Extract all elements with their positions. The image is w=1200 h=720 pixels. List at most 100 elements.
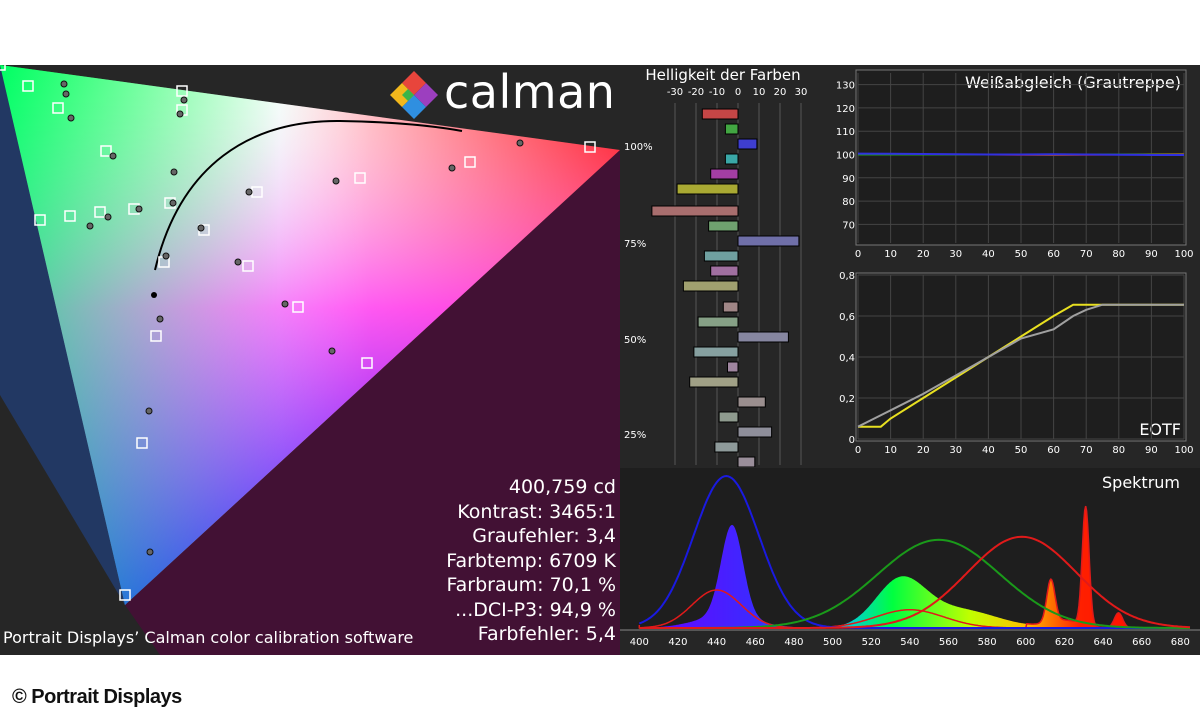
x-tick-label: 70 <box>1080 249 1093 260</box>
brightness-bar <box>737 138 758 150</box>
bars-x-tick: 20 <box>774 87 787 98</box>
spectrum-x-tick: 500 <box>823 637 842 648</box>
x-tick-label: 40 <box>982 445 995 456</box>
spectrum-title: Spektrum <box>1102 473 1180 492</box>
brightness-bar <box>701 108 739 120</box>
white-balance-chart: Weißabgleich (Grautreppe) 0 10 20 30 40 50 60 7… <box>836 69 1194 260</box>
gamut-measured-point <box>176 110 184 118</box>
gamut-target-square <box>136 437 148 449</box>
spectrum-x-tick: 640 <box>1094 637 1113 648</box>
y-tick-label: 70 <box>842 220 855 231</box>
bars-x-tick: -10 <box>709 87 725 98</box>
calman-logo-text: calman <box>444 65 616 119</box>
bars-title: Helligkeit der Farben <box>645 66 800 84</box>
bars-x-tick: 30 <box>795 87 808 98</box>
bars-group-label: 50% <box>624 335 646 346</box>
bars-x-tick: -30 <box>667 87 683 98</box>
gamut-measured-point <box>162 252 170 260</box>
y-tick-label: 90 <box>842 174 855 185</box>
y-tick-label: 0,4 <box>839 353 855 364</box>
gamut-target-square <box>52 102 64 114</box>
gamut-target-square <box>22 80 34 92</box>
sensitivity-curve <box>638 474 1190 629</box>
stat-color-error: Farbfehler: 5,4 <box>477 623 616 645</box>
brightness-bar <box>651 205 739 217</box>
gamut-measured-point <box>86 222 94 230</box>
spectrum-x-tick: 620 <box>1055 637 1074 648</box>
gamut-overlay-green <box>0 65 620 605</box>
sensitivity-curve <box>639 535 1191 629</box>
brightness-bar <box>724 123 739 135</box>
gamut-measured-point <box>109 152 117 160</box>
x-tick-label: 90 <box>1145 249 1158 260</box>
spectrum-x-tick: 480 <box>784 637 803 648</box>
gamut-target-square <box>361 357 373 369</box>
spectrum-x-tick: 600 <box>1016 637 1035 648</box>
x-tick-label: 100 <box>1174 445 1193 456</box>
gamut-measured-point <box>332 177 340 185</box>
x-tick-label: 70 <box>1080 445 1093 456</box>
gamut-target-square <box>354 172 366 184</box>
spectrum-x-tick: 680 <box>1171 637 1190 648</box>
eotf-chart: EOTF 0 10 20 30 40 50 60 70 80 90 100 0 0,2 0,4 0,6 0,8 <box>839 271 1193 456</box>
y-tick-label: 130 <box>836 81 855 92</box>
stat-gamut: Farbraum: 70,1 % <box>446 574 616 596</box>
gamut-measured-point <box>156 315 164 323</box>
x-tick-label: 50 <box>1015 445 1028 456</box>
gamut-whitepoint <box>151 292 157 298</box>
y-tick-label: 120 <box>836 104 855 115</box>
gamut-measured-point <box>197 224 205 232</box>
gamut-measured-point <box>448 164 456 172</box>
x-tick-label: 50 <box>1015 249 1028 260</box>
stat-gray-error: Graufehler: 3,4 <box>472 525 616 547</box>
spectrum-x-tick: 660 <box>1132 637 1151 648</box>
x-tick-label: 0 <box>855 445 861 456</box>
bars-group-label: 25% <box>624 430 646 441</box>
gamut-measured-point <box>146 548 154 556</box>
gamut-target-square <box>176 85 188 97</box>
x-tick-label: 60 <box>1047 445 1060 456</box>
gamut-measured-point <box>328 347 336 355</box>
brightness-bar <box>737 426 773 438</box>
x-tick-label: 10 <box>884 445 897 456</box>
calman-screen: calman Helligkeit der Farben -30 -20 -10 0 1… <box>0 65 1200 655</box>
x-tick-label: 60 <box>1047 249 1060 260</box>
y-tick-label: 0,6 <box>839 312 855 323</box>
stat-dci-p3: ...DCI-P3: 94,9 % <box>455 598 616 621</box>
y-tick-label: 110 <box>836 127 855 138</box>
spectrum-x-tick: 560 <box>939 637 958 648</box>
gamut-measured-point <box>135 205 143 213</box>
series-line <box>857 303 1184 428</box>
gamut-target-square <box>100 145 112 157</box>
x-tick-label: 20 <box>917 249 930 260</box>
brightness-bar <box>737 396 766 408</box>
x-tick-label: 100 <box>1174 249 1193 260</box>
spectrum-x-tick: 520 <box>862 637 881 648</box>
calman-logo: calman <box>388 65 618 125</box>
measurement-stats: 400,759 cd Kontrast: 3465:1 Graufehler: … <box>446 475 616 647</box>
planckian-locus <box>154 119 463 271</box>
bars-group-label: 75% <box>624 239 646 250</box>
gamut-target-square <box>150 330 162 342</box>
gamut-target-square <box>34 214 46 226</box>
gamut-measured-point <box>169 199 177 207</box>
y-tick-label: 0 <box>849 435 855 446</box>
brightness-bar <box>710 265 739 277</box>
gamut-measured-point <box>245 188 253 196</box>
gamut-target-square <box>242 260 254 272</box>
series-line <box>857 152 1184 156</box>
brightness-bar <box>708 220 739 232</box>
gamut-measured-point <box>104 213 112 221</box>
gamut-target-square <box>64 210 76 222</box>
gamut-outer-dark <box>0 65 125 605</box>
brightness-bar-chart: Helligkeit der Farben -30 -20 -10 0 10 20 30 1… <box>624 66 808 467</box>
photo-credit: © Portrait Displays <box>12 686 182 708</box>
x-tick-label: 40 <box>982 249 995 260</box>
spectrum-red-outline <box>638 505 1190 629</box>
bars-x-tick: 0 <box>735 87 741 98</box>
spectrum-x-tick: 540 <box>900 637 919 648</box>
gamut-target-square <box>94 206 106 218</box>
brightness-bar <box>714 441 739 453</box>
eotf-title: EOTF <box>1139 420 1181 439</box>
y-tick-label: 0,8 <box>839 271 855 282</box>
